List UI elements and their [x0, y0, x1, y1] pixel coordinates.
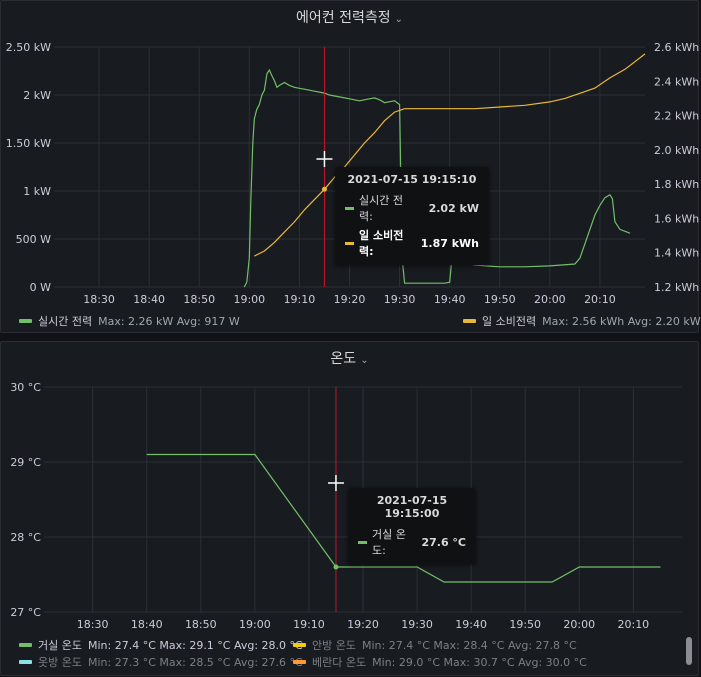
tooltip-series-name: 거실 온도:: [372, 528, 406, 557]
x-axis-tick-label: 19:50: [484, 293, 516, 306]
series-swatch: [463, 319, 476, 323]
series-line: [243, 68, 631, 288]
series-swatch: [358, 540, 367, 544]
x-axis-tick-label: 19:00: [239, 618, 271, 631]
temperature-tooltip: 2021-07-15 19:15:00 거실 온도: 27.6 °C: [348, 488, 476, 564]
series-swatch: [19, 660, 32, 664]
legend-series-name: 실시간 전력: [38, 315, 93, 328]
tooltip-series-value: 2.02 kW: [428, 201, 479, 215]
x-axis-tick-label: 19:10: [284, 293, 316, 306]
y2-axis-tick-label: 2.0 kWh: [654, 144, 699, 157]
legend-item-daily-energy[interactable]: 일 소비전력 Max: 2.56 kWh Avg: 2.20 kWh: [463, 313, 701, 329]
x-axis-tick-label: 20:00: [534, 293, 566, 306]
series-line: [254, 53, 646, 257]
hover-point: [333, 564, 339, 570]
chevron-down-icon[interactable]: ⌄: [360, 355, 369, 366]
y2-axis-tick-label: 2.6 kWh: [654, 41, 699, 54]
tooltip-row: 실시간 전력: 2.02 kW: [345, 192, 479, 224]
x-axis-tick-label: 19:50: [509, 618, 541, 631]
y-axis-tick-label: 0 W: [30, 281, 51, 294]
series-swatch: [293, 643, 306, 647]
x-axis-tick-label: 19:30: [401, 618, 433, 631]
y-axis-tick-label: 29 °C: [10, 456, 41, 469]
power-tooltip: 2021-07-15 19:15:10 실시간 전력: 2.02 kW 일 소비…: [335, 167, 489, 265]
x-axis-tick-label: 19:20: [334, 293, 366, 306]
x-axis-tick-label: 18:50: [183, 293, 215, 306]
series-swatch: [293, 660, 306, 664]
legend-stats: Min: 27.4 °C Max: 28.4 °C Avg: 27.8 °C: [361, 639, 577, 652]
y2-axis-tick-label: 2.2 kWh: [654, 110, 699, 123]
x-axis-tick-label: 19:10: [293, 618, 325, 631]
tooltip-series-value: 1.87 kWh: [420, 236, 479, 250]
legend-series-name: 안방 온도: [312, 639, 356, 652]
y-axis-tick-label: 30 °C: [10, 381, 41, 394]
legend-stats: Max: 2.56 kWh Avg: 2.20 kWh: [542, 315, 701, 328]
y-axis-tick-label: 1 kW: [23, 185, 51, 198]
legend-stats: Min: 27.4 °C Max: 29.1 °C Avg: 28.0 °C: [87, 639, 303, 652]
power-panel-title-text: 에어컨 전력측정: [295, 10, 391, 26]
series-swatch: [19, 643, 32, 647]
x-axis-tick-label: 18:30: [83, 293, 115, 306]
temperature-panel: 온도 ⌄ 27 °C 28 °C 29 °C 30 °C 18:30 18:40 18:50 1…: [0, 341, 699, 676]
legend-item-master-bedroom[interactable]: 안방 온도 Min: 27.4 °C Max: 28.4 °C Avg: 27.8…: [293, 637, 583, 653]
tooltip-series-name: 일 소비전력:: [359, 229, 404, 258]
y-axis-tick-label: 500 W: [16, 233, 51, 246]
crosshair-icon: [327, 475, 344, 491]
legend-series-name: 거실 온도: [38, 639, 82, 652]
series-swatch: [345, 241, 354, 245]
tooltip-series-name: 실시간 전력:: [359, 194, 403, 223]
legend-stats: Min: 29.0 °C Max: 30.7 °C Avg: 30.0 °C: [372, 656, 587, 669]
x-axis-tick-label: 19:40: [455, 618, 487, 631]
y2-axis-tick-label: 1.2 kWh: [654, 281, 699, 294]
legend-item-living-room[interactable]: 거실 온도 Min: 27.4 °C Max: 29.1 °C Avg: 28.0…: [19, 637, 309, 653]
legend-series-name: 옷방 온도: [38, 656, 82, 669]
x-axis-tick-label: 20:10: [617, 618, 649, 631]
x-axis-tick-label: 18:40: [131, 618, 163, 631]
y-axis-tick-label: 1.50 kW: [6, 137, 51, 150]
y2-axis-tick-label: 1.8 kWh: [654, 178, 699, 191]
y-axis-tick-label: 28 °C: [10, 531, 41, 544]
x-axis-tick-label: 18:30: [77, 618, 109, 631]
x-axis-tick-label: 19:00: [233, 293, 265, 306]
legend-item-realtime-power[interactable]: 실시간 전력 Max: 2.26 kW Avg: 917 W: [19, 313, 246, 329]
x-axis-tick-label: 19:20: [347, 618, 379, 631]
series-swatch: [345, 206, 354, 210]
y2-axis-tick-label: 1.6 kWh: [654, 212, 699, 225]
legend-stats: Min: 27.3 °C Max: 28.5 °C Avg: 27.6 °C: [87, 656, 303, 669]
x-axis-tick-label: 19:40: [434, 293, 466, 306]
temperature-panel-title-text: 온도: [330, 351, 357, 367]
x-axis-tick-label: 18:50: [185, 618, 217, 631]
tooltip-row: 일 소비전력: 1.87 kWh: [345, 227, 479, 259]
hover-point: [321, 186, 327, 192]
x-axis-tick-label: 20:10: [584, 293, 616, 306]
temperature-panel-title[interactable]: 온도 ⌄: [1, 348, 698, 368]
legend-scrollbar[interactable]: [686, 637, 692, 665]
legend-series-name: 일 소비전력: [482, 315, 537, 328]
x-axis-tick-label: 18:40: [133, 293, 165, 306]
y2-axis-tick-label: 2.4 kWh: [654, 75, 699, 88]
tooltip-row: 거실 온도: 27.6 °C: [358, 526, 466, 558]
y2-axis-tick-label: 1.4 kWh: [654, 247, 699, 260]
legend-item-dressing-room[interactable]: 옷방 온도 Min: 27.3 °C Max: 28.5 °C Avg: 27.6…: [19, 654, 309, 670]
tooltip-time: 2021-07-15 19:15:00: [376, 494, 448, 520]
y-axis-tick-label: 2 kW: [23, 89, 51, 102]
x-axis-tick-label: 19:30: [384, 293, 416, 306]
power-panel-title[interactable]: 에어컨 전력측정 ⌄: [1, 7, 698, 27]
crosshair-icon: [316, 151, 333, 167]
series-swatch: [19, 319, 32, 323]
tooltip-series-value: 27.6 °C: [421, 535, 466, 549]
y-axis-tick-label: 27 °C: [10, 606, 41, 619]
legend-stats: Max: 2.26 kW Avg: 917 W: [98, 315, 240, 328]
y-axis-tick-label: 2.50 kW: [6, 41, 51, 54]
legend-item-balcony[interactable]: 베란다 온도 Min: 29.0 °C Max: 30.7 °C Avg: 30.…: [293, 654, 593, 670]
power-panel: 에어컨 전력측정 ⌄ 0 W 500 W 1 kW 1.50 kW 2 kW 2.50 kW…: [0, 0, 701, 333]
tooltip-time: 2021-07-15 19:15:10: [347, 173, 477, 186]
legend-series-name: 베란다 온도: [312, 656, 367, 669]
series-line: [146, 453, 661, 583]
chevron-down-icon[interactable]: ⌄: [394, 14, 403, 25]
x-axis-tick-label: 20:00: [563, 618, 595, 631]
